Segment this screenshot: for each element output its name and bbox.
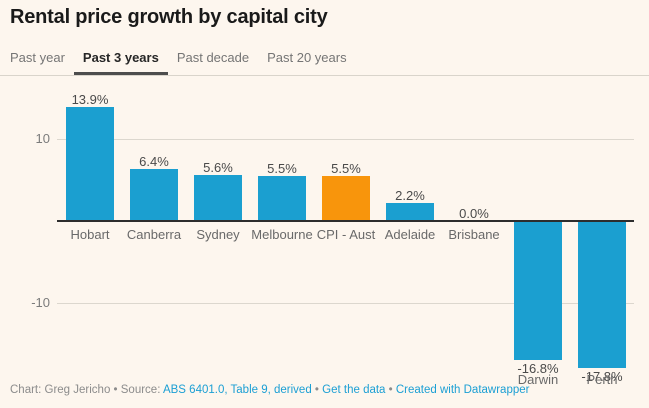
tab-past-decade[interactable]: Past decade (176, 50, 250, 65)
footer-text: Chart: Greg Jericho • Source: (10, 384, 163, 396)
y-axis-tick-10: -10 (31, 295, 50, 310)
tab-past-3-years[interactable]: Past 3 years (74, 45, 168, 75)
value-label-canberra: 6.4% (139, 154, 169, 169)
bar-canberra[interactable] (130, 169, 178, 221)
category-label-darwin: Darwin (517, 372, 559, 387)
category-label-cpi-aust: CPI - Aust (316, 227, 376, 242)
category-label-perth: Perth (586, 372, 618, 387)
footer-text: • (385, 384, 396, 396)
tab-past-20-years[interactable]: Past 20 years (267, 50, 347, 65)
category-label-hobart: Hobart (70, 227, 110, 242)
bar-hobart[interactable] (66, 107, 114, 221)
value-label-cpi-aust: 5.5% (331, 161, 361, 176)
value-label-hobart: 13.9% (71, 92, 109, 107)
bar-sydney[interactable] (194, 175, 242, 221)
bar-melbourne[interactable] (258, 176, 306, 221)
category-label-adelaide: Adelaide (384, 227, 436, 242)
category-label-canberra: Canberra (126, 227, 182, 242)
value-label-adelaide: 2.2% (395, 188, 425, 203)
footer-byline: Chart: Greg Jericho • Source: ABS 6401.0… (10, 384, 529, 396)
y-axis-tick-10: 10 (35, 131, 50, 146)
footer-link-abs-6401-0-table-9-derived[interactable]: ABS 6401.0, Table 9, derived (162, 384, 312, 396)
category-label-brisbane: Brisbane (448, 227, 500, 242)
footer-text: • (311, 384, 323, 396)
gridline-10 (57, 303, 634, 304)
value-label-darwin: -16.8% (517, 361, 559, 376)
time-range-tabs: Past year Past 3 years Past decade Past 20 … (0, 45, 649, 76)
category-label-melbourne: Melbourne (251, 227, 313, 242)
tab-past-year[interactable]: Past year (10, 50, 65, 65)
footer-link-get-the-data[interactable]: Get the data (322, 384, 386, 396)
bar-adelaide[interactable] (386, 203, 434, 221)
x-axis-zero-line (57, 220, 634, 222)
value-label-perth: -17.8% (581, 369, 623, 384)
value-label-melbourne: 5.5% (267, 161, 297, 176)
bar-darwin[interactable] (514, 222, 562, 360)
bar-cpi-aust[interactable] (322, 176, 370, 221)
chart-title: Rental price growth by capital city (10, 6, 328, 28)
category-label-sydney: Sydney (196, 227, 240, 242)
value-label-brisbane: 0.0% (459, 206, 489, 221)
value-label-sydney: 5.6% (203, 160, 233, 175)
bar-perth[interactable] (578, 222, 626, 368)
gridline-10 (57, 139, 634, 140)
footer-link-created-with-datawrapper[interactable]: Created with Datawrapper (395, 384, 530, 396)
